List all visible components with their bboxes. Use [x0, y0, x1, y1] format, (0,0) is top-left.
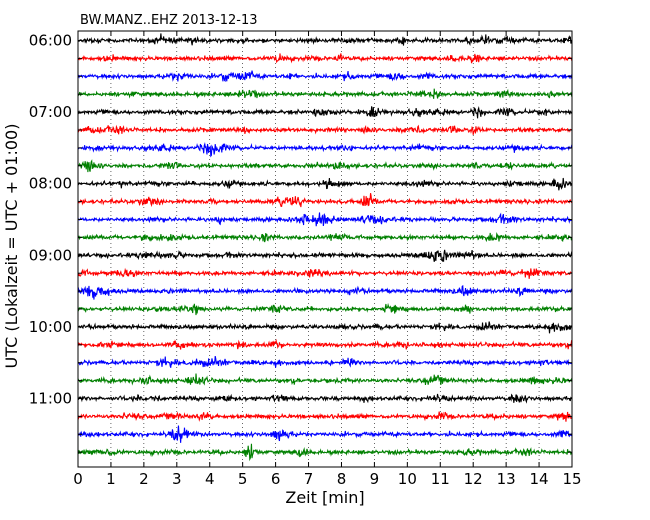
x-tick-label: 8 — [337, 470, 347, 488]
trace-0900 — [77, 249, 573, 262]
x-tick-label: 6 — [271, 470, 281, 488]
chart-title: BW.MANZ..EHZ 2013-12-13 — [80, 13, 258, 28]
trace-0915 — [77, 267, 573, 279]
x-tick-label: 9 — [370, 470, 380, 488]
x-tick-label: 11 — [431, 470, 450, 488]
trace-1145 — [77, 443, 573, 462]
trace-0715 — [77, 124, 573, 135]
trace-1045 — [77, 373, 573, 386]
x-axis-label: Zeit [min] — [285, 488, 364, 507]
x-tick-label: 3 — [172, 470, 182, 488]
trace-0845 — [77, 232, 573, 243]
y-tick-label: 10:00 — [29, 318, 72, 336]
trace-0800 — [77, 177, 573, 191]
x-tick-label: 5 — [238, 470, 248, 488]
trace-1015 — [77, 338, 573, 350]
y-tick-label: 11:00 — [29, 390, 72, 408]
trace-1100 — [77, 393, 573, 404]
trace-0730 — [77, 141, 573, 158]
trace-1115 — [77, 411, 573, 422]
trace-0945 — [77, 302, 573, 316]
x-tick-label: 10 — [398, 470, 417, 488]
y-tick-label: 09:00 — [29, 246, 72, 264]
trace-0815 — [77, 193, 573, 208]
y-tick-label: 07:00 — [29, 103, 72, 121]
y-tick-label: 06:00 — [29, 32, 72, 50]
trace-0745 — [77, 159, 573, 173]
plot-frame — [77, 30, 573, 468]
trace-1000 — [77, 321, 573, 334]
y-axis-label: UTC (Lokalzeit = UTC + 01:00) — [2, 124, 21, 369]
x-tick-label: 4 — [205, 470, 215, 488]
trace-1130 — [77, 425, 573, 443]
trace-0830 — [77, 212, 573, 227]
axis-ticks: 0 1 2 3 4 5 6 7 8 9 10 11 12 13 14 1506:0007:0008:0009:… — [29, 31, 582, 488]
y-tick-label: 08:00 — [29, 175, 72, 193]
trace-1030 — [77, 355, 573, 368]
trace-0630 — [77, 70, 573, 83]
grid-lines — [110, 31, 540, 467]
trace-0645 — [77, 88, 573, 99]
trace-0930 — [77, 284, 573, 300]
x-tick-label: 7 — [304, 470, 314, 488]
x-tick-label: 0 — [73, 470, 83, 488]
trace-0700 — [77, 106, 573, 119]
trace-0615 — [77, 53, 573, 64]
x-tick-label: 12 — [464, 470, 483, 488]
x-tick-label: 15 — [562, 470, 581, 488]
x-tick-label: 13 — [497, 470, 516, 488]
x-tick-label: 1 — [106, 470, 116, 488]
seismic-traces — [77, 33, 573, 462]
trace-0600 — [77, 33, 573, 47]
x-tick-label: 14 — [530, 470, 549, 488]
x-tick-label: 2 — [139, 470, 149, 488]
